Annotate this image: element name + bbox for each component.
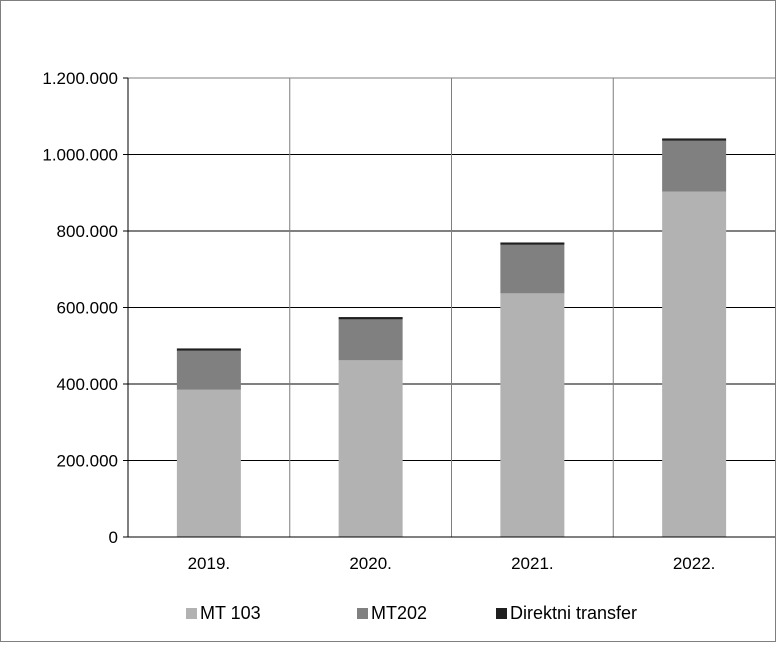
y-tick-label: 400.000 — [57, 375, 118, 394]
legend-label: Direktni transfer — [510, 603, 637, 623]
bar-segment-mt-103-2022 — [662, 191, 727, 538]
bar-segment-direktni-transfer-2020 — [338, 317, 403, 320]
legend-swatch — [496, 608, 507, 619]
x-tick-label: 2021. — [511, 554, 554, 573]
axes — [123, 77, 775, 538]
bar-segment-mt202-2020 — [338, 319, 403, 361]
bar-segment-mt-103-2021 — [500, 293, 565, 537]
y-tick-label: 800.000 — [57, 222, 118, 241]
bar-segment-mt-103-2019 — [176, 389, 241, 537]
legend: MT 103 MT202 Direktni transfer — [186, 603, 637, 623]
x-tick-label: 2019. — [188, 554, 231, 573]
bars — [176, 138, 727, 538]
x-axis-tick-labels: 2019. 2020. 2021. 2022. — [188, 554, 716, 573]
x-tick-label: 2020. — [349, 554, 392, 573]
bar-segment-mt202-2019 — [176, 350, 241, 390]
y-tick-label: 0 — [109, 528, 118, 547]
y-tick-label: 1.000.000 — [42, 146, 118, 165]
legend-label: MT 103 — [200, 603, 261, 623]
y-tick-label: 200.000 — [57, 452, 118, 471]
x-tick-label: 2022. — [673, 554, 716, 573]
legend-swatch — [186, 608, 197, 619]
bar-segment-direktni-transfer-2019 — [176, 348, 241, 351]
legend-swatch — [357, 608, 368, 619]
y-axis-tick-labels: 0 200.000 400.000 600.000 800.000 1.000.000 1.… — [42, 69, 118, 547]
y-tick-label: 1.200.000 — [42, 69, 118, 88]
legend-label: MT202 — [371, 603, 427, 623]
bar-segment-direktni-transfer-2022 — [662, 138, 727, 141]
bar-segment-mt202-2022 — [662, 140, 727, 192]
bar-segment-mt-103-2020 — [338, 360, 403, 537]
bar-segment-direktni-transfer-2021 — [500, 242, 565, 245]
y-tick-label: 600.000 — [57, 299, 118, 318]
bar-segment-mt202-2021 — [500, 244, 565, 294]
